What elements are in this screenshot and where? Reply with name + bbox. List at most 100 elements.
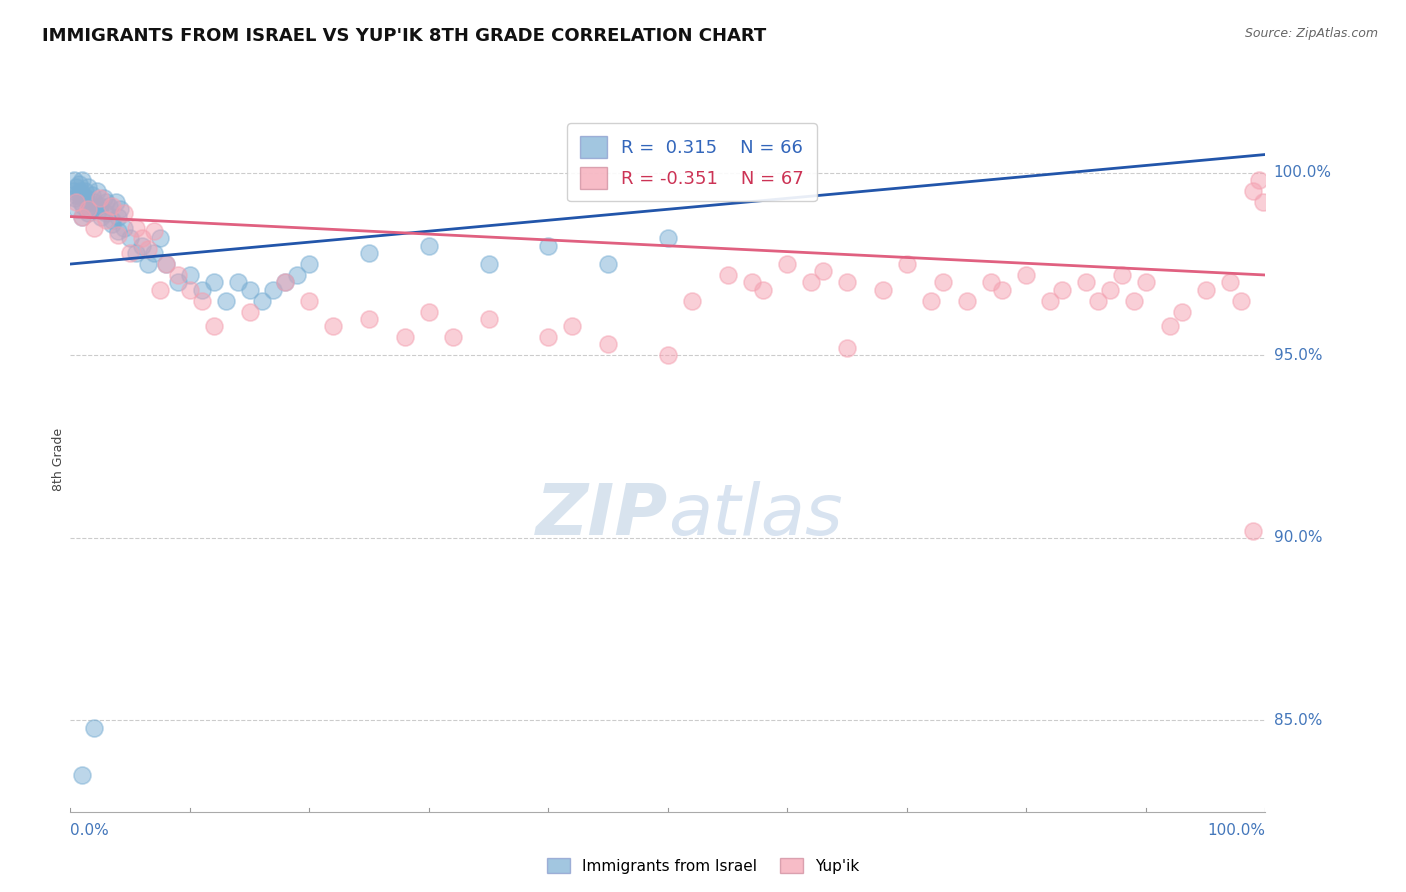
Point xyxy=(1243,524,1265,538)
Point xyxy=(239,304,262,318)
Point xyxy=(70,194,93,209)
Point xyxy=(681,293,703,308)
Point xyxy=(298,293,321,308)
Point xyxy=(1099,283,1122,297)
Point xyxy=(956,293,979,308)
Point xyxy=(813,264,835,278)
Point xyxy=(65,187,87,202)
Point xyxy=(202,275,225,289)
Point xyxy=(63,191,86,205)
Point xyxy=(70,210,93,224)
Point xyxy=(101,217,124,231)
Point xyxy=(97,199,120,213)
Point xyxy=(250,293,273,308)
Point xyxy=(125,220,148,235)
Point xyxy=(77,206,100,220)
Text: 95.0%: 95.0% xyxy=(1274,348,1322,363)
Point xyxy=(1076,275,1098,289)
Point xyxy=(1243,184,1265,198)
Point xyxy=(107,227,129,242)
Point xyxy=(274,275,297,289)
Point xyxy=(167,268,190,282)
Point xyxy=(62,184,84,198)
Point xyxy=(800,275,823,289)
Point xyxy=(191,293,214,308)
Point xyxy=(1249,173,1271,187)
Point xyxy=(1123,293,1146,308)
Point xyxy=(263,283,285,297)
Point xyxy=(66,202,89,217)
Point xyxy=(167,275,190,289)
Point xyxy=(287,268,309,282)
Point xyxy=(239,283,262,297)
Point xyxy=(1219,275,1241,289)
Text: IMMIGRANTS FROM ISRAEL VS YUP'IK 8TH GRADE CORRELATION CHART: IMMIGRANTS FROM ISRAEL VS YUP'IK 8TH GRA… xyxy=(42,27,766,45)
Point xyxy=(932,275,955,289)
Point xyxy=(83,194,105,209)
Point xyxy=(70,210,93,224)
Point xyxy=(155,257,177,271)
Point xyxy=(322,319,344,334)
Point xyxy=(872,283,894,297)
Text: 85.0%: 85.0% xyxy=(1274,713,1322,728)
Point xyxy=(77,202,100,217)
Point xyxy=(418,239,440,253)
Text: atlas: atlas xyxy=(668,482,842,550)
Point xyxy=(418,304,440,318)
Point xyxy=(214,293,236,308)
Point xyxy=(191,283,214,297)
Point xyxy=(96,213,118,227)
Point xyxy=(717,268,740,282)
Point xyxy=(1195,283,1218,297)
Point xyxy=(101,199,124,213)
Point xyxy=(70,173,93,187)
Point xyxy=(837,341,859,355)
Point xyxy=(1230,293,1253,308)
Point xyxy=(598,257,620,271)
Point xyxy=(143,224,166,238)
Point xyxy=(69,184,91,198)
Point xyxy=(991,283,1014,297)
Point xyxy=(96,194,118,209)
Point xyxy=(72,199,94,213)
Legend: Immigrants from Israel, Yup'ik: Immigrants from Israel, Yup'ik xyxy=(541,852,865,880)
Point xyxy=(598,337,620,351)
Point xyxy=(89,191,111,205)
Text: ZIP: ZIP xyxy=(536,482,668,550)
Point xyxy=(70,768,93,782)
Point xyxy=(179,268,201,282)
Point xyxy=(179,283,201,297)
Point xyxy=(1087,293,1109,308)
Point xyxy=(101,213,124,227)
Text: 100.0%: 100.0% xyxy=(1274,165,1331,180)
Point xyxy=(136,243,159,257)
Point xyxy=(776,257,799,271)
Point xyxy=(1015,268,1038,282)
Point xyxy=(752,283,775,297)
Point xyxy=(120,246,141,260)
Text: 100.0%: 100.0% xyxy=(1208,822,1265,838)
Point xyxy=(65,180,87,194)
Point xyxy=(65,194,87,209)
Point xyxy=(1039,293,1062,308)
Point xyxy=(298,257,321,271)
Point xyxy=(920,293,942,308)
Point xyxy=(537,239,560,253)
Point xyxy=(837,275,859,289)
Point xyxy=(1251,194,1274,209)
Point xyxy=(79,202,101,217)
Point xyxy=(143,246,166,260)
Point xyxy=(93,191,115,205)
Point xyxy=(73,184,96,198)
Y-axis label: 8th Grade: 8th Grade xyxy=(52,428,65,491)
Text: 90.0%: 90.0% xyxy=(1274,531,1322,545)
Point xyxy=(96,206,118,220)
Point xyxy=(359,246,381,260)
Point xyxy=(89,199,111,213)
Point xyxy=(202,319,225,334)
Point xyxy=(86,184,108,198)
Point xyxy=(394,330,416,344)
Point xyxy=(441,330,464,344)
Point xyxy=(657,348,679,362)
Point xyxy=(87,202,110,217)
